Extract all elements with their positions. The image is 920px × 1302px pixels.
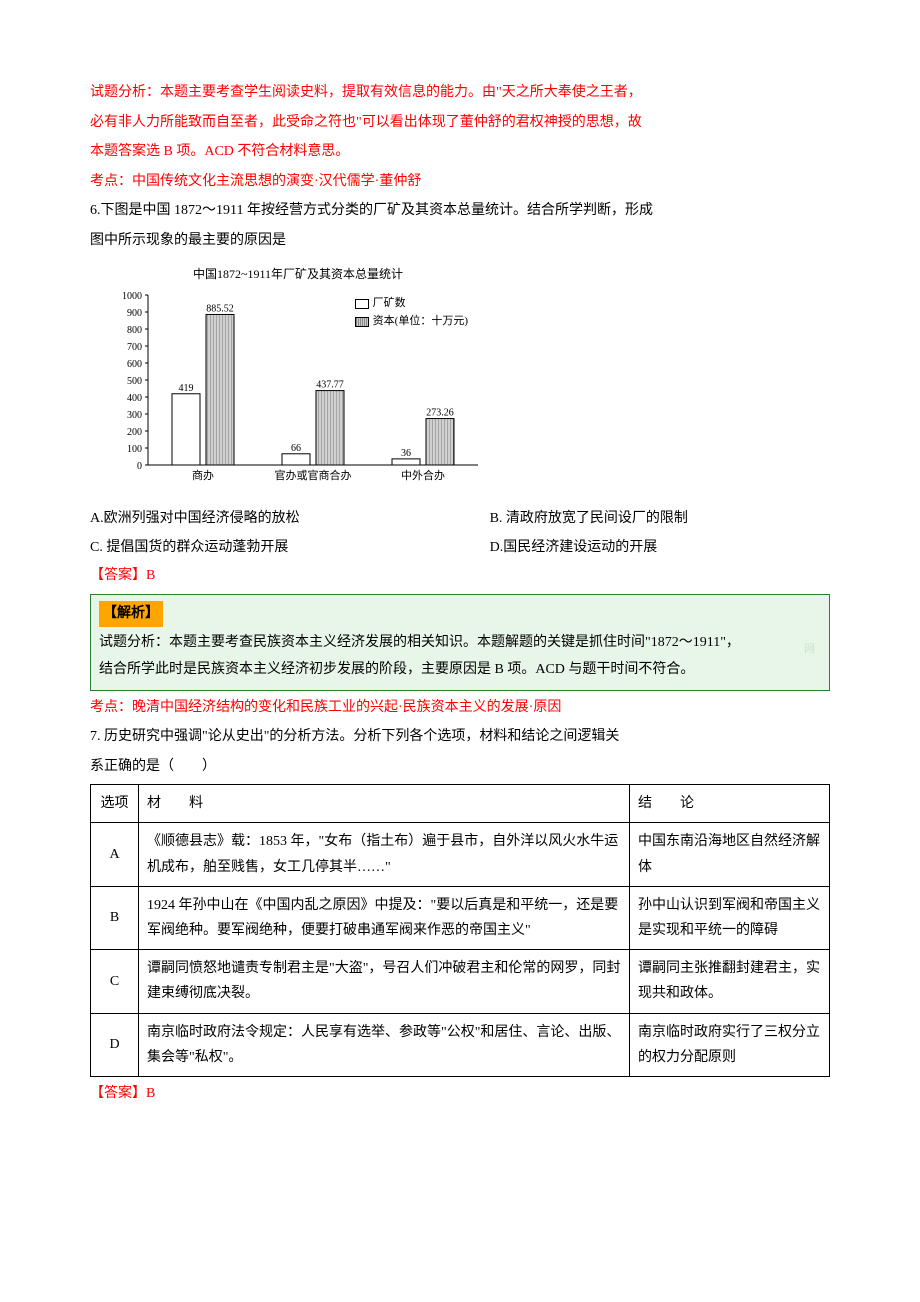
- q6-option-b: B. 清政府放宽了民间设厂的限制: [490, 506, 830, 533]
- svg-text:官办或官商合办: 官办或官商合办: [275, 468, 352, 482]
- q6-chart: 中国1872~1911年厂矿及其资本总量统计 0 100 200 300 400 500 6…: [108, 263, 488, 496]
- q7-table: 选项 材 料 结 论 A 《顺德县志》载：1853 年，"女布（指土布）遍于县市…: [90, 784, 830, 1077]
- table-row: A 《顺德县志》载：1853 年，"女布（指土布）遍于县市，自外洋以风火水牛运机…: [91, 823, 830, 886]
- table-row: B 1924 年孙中山在《中国内乱之原因》中提及："要以后真是和平统一，还是要军…: [91, 886, 830, 949]
- cell-opt: C: [91, 950, 139, 1013]
- svg-text:1000: 1000: [122, 291, 142, 302]
- svg-text:885.52: 885.52: [206, 304, 234, 315]
- svg-text:273.26: 273.26: [426, 408, 454, 419]
- cell-con: 孙中山认识到军阀和帝国主义是实现和平统一的障碍: [630, 886, 830, 949]
- q6-options-row-1: A.欧洲列强对中国经济侵略的放松 B. 清政府放宽了民间设厂的限制: [90, 506, 830, 533]
- cell-con: 中国东南沿海地区自然经济解体: [630, 823, 830, 886]
- svg-text:200: 200: [127, 427, 142, 438]
- svg-text:500: 500: [127, 376, 142, 387]
- table-row: D 南京临时政府法令规定：人民享有选举、参政等"公权"和居住、言论、出版、集会等…: [91, 1013, 830, 1076]
- th-opt: 选项: [91, 785, 139, 823]
- q6-analysis-box: 【解析】 试题分析：本题主要考查民族资本主义经济发展的相关知识。本题解题的关键是…: [90, 594, 830, 691]
- q6-option-a: A.欧洲列强对中国经济侵略的放松: [90, 506, 490, 533]
- table-header-row: 选项 材 料 结 论: [91, 785, 830, 823]
- svg-text:419: 419: [179, 383, 194, 394]
- legend-capital-label: 资本(单位：十万元): [373, 313, 468, 331]
- th-mat: 材 料: [139, 785, 630, 823]
- svg-text:中外合办: 中外合办: [401, 468, 445, 482]
- legend-box-count: [355, 299, 369, 309]
- svg-text:商办: 商办: [192, 468, 214, 482]
- svg-text:437.77: 437.77: [316, 380, 344, 391]
- svg-text:900: 900: [127, 308, 142, 319]
- cell-opt: D: [91, 1013, 139, 1076]
- table-row: C 谭嗣同愤怒地谴责专制君主是"大盗"，号召人们冲破君主和伦常的网罗，同封建束缚…: [91, 950, 830, 1013]
- legend-capital: 资本(单位：十万元): [355, 313, 468, 331]
- q6-analysis-p2: 结合所学此时是民族资本主义经济初步发展的阶段，主要原因是 B 项。ACD 与题干…: [99, 662, 694, 677]
- q6-analysis-p1: 试题分析：本题主要考查民族资本主义经济发展的相关知识。本题解题的关键是抓住时间"…: [99, 635, 740, 650]
- legend-box-capital: [355, 317, 369, 327]
- svg-text:600: 600: [127, 359, 142, 370]
- chart-title: 中国1872~1911年厂矿及其资本总量统计: [108, 263, 488, 286]
- q6-options-row-2: C. 提倡国货的群众运动蓬勃开展 D.国民经济建设运动的开展: [90, 535, 830, 562]
- q7-answer: 【答案】B: [90, 1081, 830, 1108]
- q6-option-c: C. 提倡国货的群众运动蓬勃开展: [90, 535, 490, 562]
- svg-text:700: 700: [127, 342, 142, 353]
- cell-mat: 谭嗣同愤怒地谴责专制君主是"大盗"，号召人们冲破君主和伦常的网罗，同封建束缚彻底…: [139, 950, 630, 1013]
- cell-mat: 南京临时政府法令规定：人民享有选举、参政等"公权"和居住、言论、出版、集会等"私…: [139, 1013, 630, 1076]
- q6-option-d: D.国民经济建设运动的开展: [490, 535, 830, 562]
- cell-opt: B: [91, 886, 139, 949]
- q7-stem-2: 系正确的是（ ）: [90, 754, 830, 781]
- q6-kaodian: 考点：晚清中国经济结构的变化和民族工业的兴起·民族资本主义的发展·原因: [90, 695, 830, 722]
- q6-analysis-header: 【解析】: [99, 601, 163, 628]
- q5-analysis-p2: 必有非人力所能致而自至者，此受命之符也"可以看出体现了董仲舒的君权神授的思想，故: [90, 110, 830, 137]
- q7-stem-1: 7. 历史研究中强调"论从史出"的分析方法。分析下列各个选项，材料和结论之间逻辑…: [90, 724, 830, 751]
- cell-con: 南京临时政府实行了三权分立的权力分配原则: [630, 1013, 830, 1076]
- legend-count-label: 厂矿数: [373, 295, 406, 313]
- th-con: 结 论: [630, 785, 830, 823]
- svg-text:100: 100: [127, 444, 142, 455]
- q5-analysis-p1: 试题分析：本题主要考查学生阅读史料，提取有效信息的能力。由"天之所大奉使之王者，: [90, 80, 830, 107]
- chart-legend: 厂矿数 资本(单位：十万元): [355, 295, 468, 330]
- svg-text:300: 300: [127, 410, 142, 421]
- q6-stem-2: 图中所示现象的最主要的原因是: [90, 228, 830, 255]
- svg-text:400: 400: [127, 393, 142, 404]
- svg-text:800: 800: [127, 325, 142, 336]
- legend-count: 厂矿数: [355, 295, 468, 313]
- svg-text:36: 36: [401, 448, 411, 459]
- q6-stem-1: 6.下图是中国 1872～1911 年按经营方式分类的厂矿及其资本总量统计。结合…: [90, 198, 830, 225]
- q5-analysis-p3: 本题答案选 B 项。ACD 不符合材料意思。: [90, 139, 830, 166]
- cell-opt: A: [91, 823, 139, 886]
- q6-answer: 【答案】B: [90, 563, 830, 590]
- cell-con: 谭嗣同主张推翻封建君主，实现共和政体。: [630, 950, 830, 1013]
- svg-text:0: 0: [137, 461, 142, 472]
- cell-mat: 1924 年孙中山在《中国内乱之原因》中提及："要以后真是和平统一，还是要军阀绝…: [139, 886, 630, 949]
- svg-text:66: 66: [291, 443, 301, 454]
- q5-kaodian: 考点：中国传统文化主流思想的演变·汉代儒学·董仲舒: [90, 169, 830, 196]
- q6-watermark: 网: [804, 639, 815, 660]
- cell-mat: 《顺德县志》载：1853 年，"女布（指土布）遍于县市，自外洋以风火水牛运机成布…: [139, 823, 630, 886]
